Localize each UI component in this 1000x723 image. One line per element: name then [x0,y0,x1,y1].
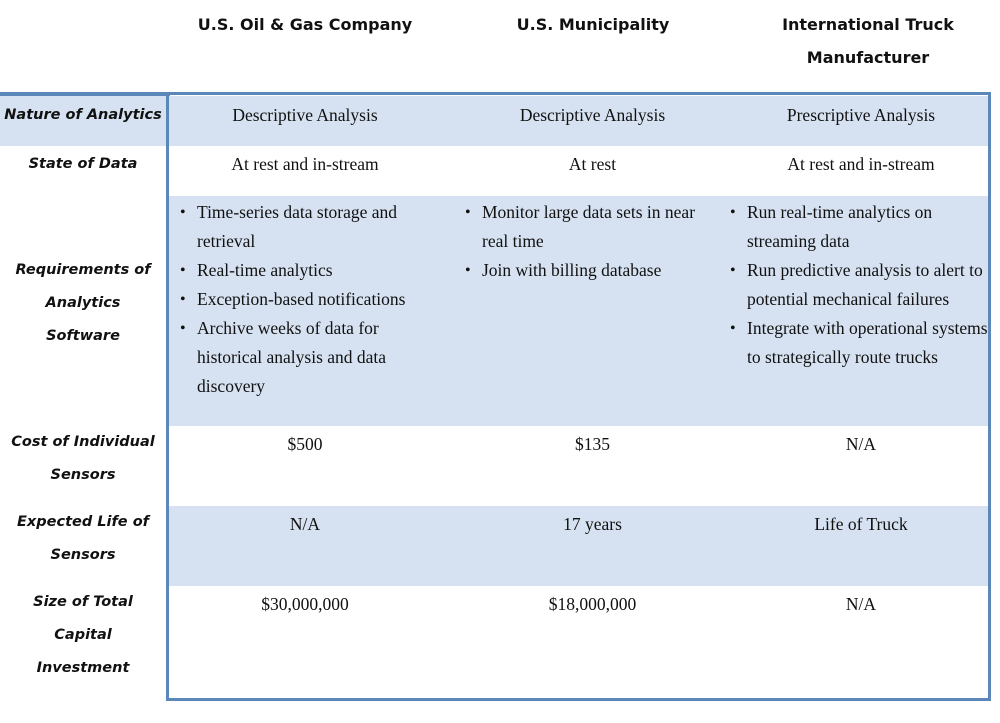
column-headers: U.S. Oil & Gas Company U.S. Municipality… [0,0,1000,92]
header-rule [0,92,170,96]
list-item: Real-time analytics [175,256,435,285]
row-label-text: Cost of Individual Sensors [11,434,155,483]
list-item: Run predictive analysis to alert to pote… [725,256,990,314]
row-label: Size of Total Capital Investment [0,586,166,685]
row-nature-of-analytics: Nature of Analytics Descriptive Analysis… [0,96,1000,146]
row-band [169,506,988,586]
cell-truck: Life of Truck [814,514,908,534]
table-frame [166,92,991,701]
column-header-oil-gas: U.S. Oil & Gas Company [197,15,413,34]
bullet-list-oil-gas: Time-series data storage and retrieval R… [175,198,435,401]
cell-truck: N/A [845,594,877,614]
bullet-list-truck: Run real-time analytics on streaming dat… [725,198,990,372]
list-item: Time-series data storage and retrieval [175,198,435,256]
row-label-text: Requirements of Analytics Software [15,262,151,344]
column-header-truck-manufacturer: International Truck Manufacturer [782,15,954,67]
cell-truck: N/A [845,434,877,454]
cell-oil-gas: Descriptive Analysis [232,105,378,125]
row-label: State of Data [28,156,138,172]
list-item: Monitor large data sets in near real tim… [460,198,720,256]
column-header-municipality: U.S. Municipality [516,15,670,34]
row-label: Expected Life of Sensors [0,506,166,572]
cell-municipality: Descriptive Analysis [519,105,666,125]
list-item: Archive weeks of data for historical ana… [175,314,435,401]
cell-oil-gas: $500 [287,434,323,454]
row-expected-life: Expected Life of Sensors N/A 17 years Li… [0,506,1000,586]
list-item: Integrate with operational systems to st… [725,314,990,372]
cell-oil-gas: At rest and in-stream [231,154,379,174]
row-label-text: Size of Total Capital Investment [33,594,133,676]
cell-municipality: At rest [568,154,617,174]
cell-oil-gas: N/A [289,514,321,534]
row-capital-investment: Size of Total Capital Investment $30,000… [0,586,1000,698]
cell-truck: Prescriptive Analysis [786,105,936,125]
list-item: Join with billing database [460,256,720,285]
row-band [169,96,988,146]
cell-municipality: $135 [575,434,610,454]
list-item: Run real-time analytics on streaming dat… [725,198,990,256]
row-state-of-data: State of Data At rest and in-stream At r… [0,146,1000,196]
list-item: Exception-based notifications [175,285,435,314]
row-label: Requirements of Analytics Software [0,254,166,353]
row-label: Cost of Individual Sensors [0,426,166,492]
row-label-text: Expected Life of Sensors [17,514,149,563]
row-label: Nature of Analytics [0,96,166,146]
cell-municipality: 17 years [563,514,622,534]
cell-truck: At rest and in-stream [787,154,935,174]
row-requirements: Requirements of Analytics Software Time-… [0,196,1000,426]
cell-oil-gas: $30,000,000 [261,594,349,614]
row-cost-of-sensors: Cost of Individual Sensors $500 $135 N/A [0,426,1000,506]
bullet-list-municipality: Monitor large data sets in near real tim… [460,198,720,285]
cell-municipality: $18,000,000 [548,594,637,614]
